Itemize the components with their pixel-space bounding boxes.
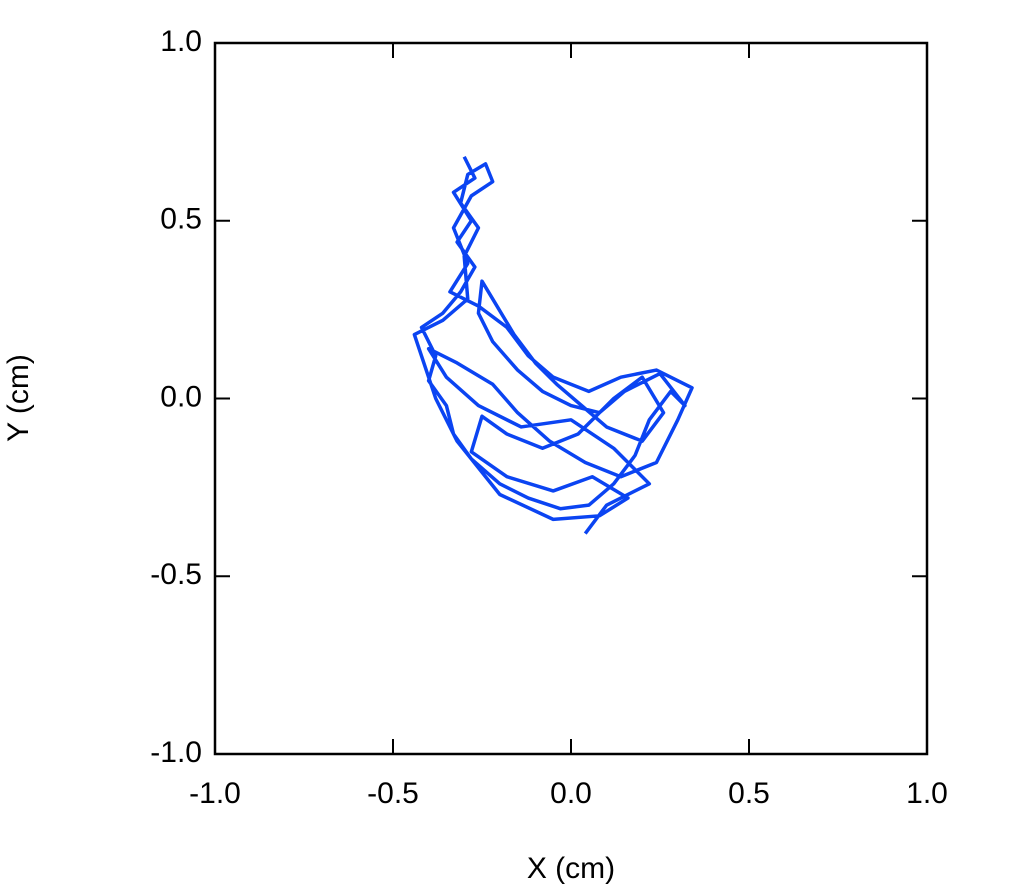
x-axis-label: X (cm) xyxy=(527,852,615,885)
y-tick-label: 0.5 xyxy=(160,203,202,236)
trajectory-line xyxy=(412,155,694,535)
y-tick-label: -0.5 xyxy=(150,558,202,591)
y-tick-label: 1.0 xyxy=(160,25,202,58)
plot-frame xyxy=(213,41,929,756)
x-tick-label: -1.0 xyxy=(189,777,241,810)
x-tick-label: -0.5 xyxy=(367,777,419,810)
y-tick-label: 0.0 xyxy=(160,380,202,413)
x-tick-label: 0.5 xyxy=(728,777,770,810)
x-tick-label: 1.0 xyxy=(906,777,948,810)
y-tick-label: -1.0 xyxy=(150,736,202,769)
x-tick-label: 0.0 xyxy=(550,777,592,810)
y-axis-label: Y (cm) xyxy=(2,354,35,442)
